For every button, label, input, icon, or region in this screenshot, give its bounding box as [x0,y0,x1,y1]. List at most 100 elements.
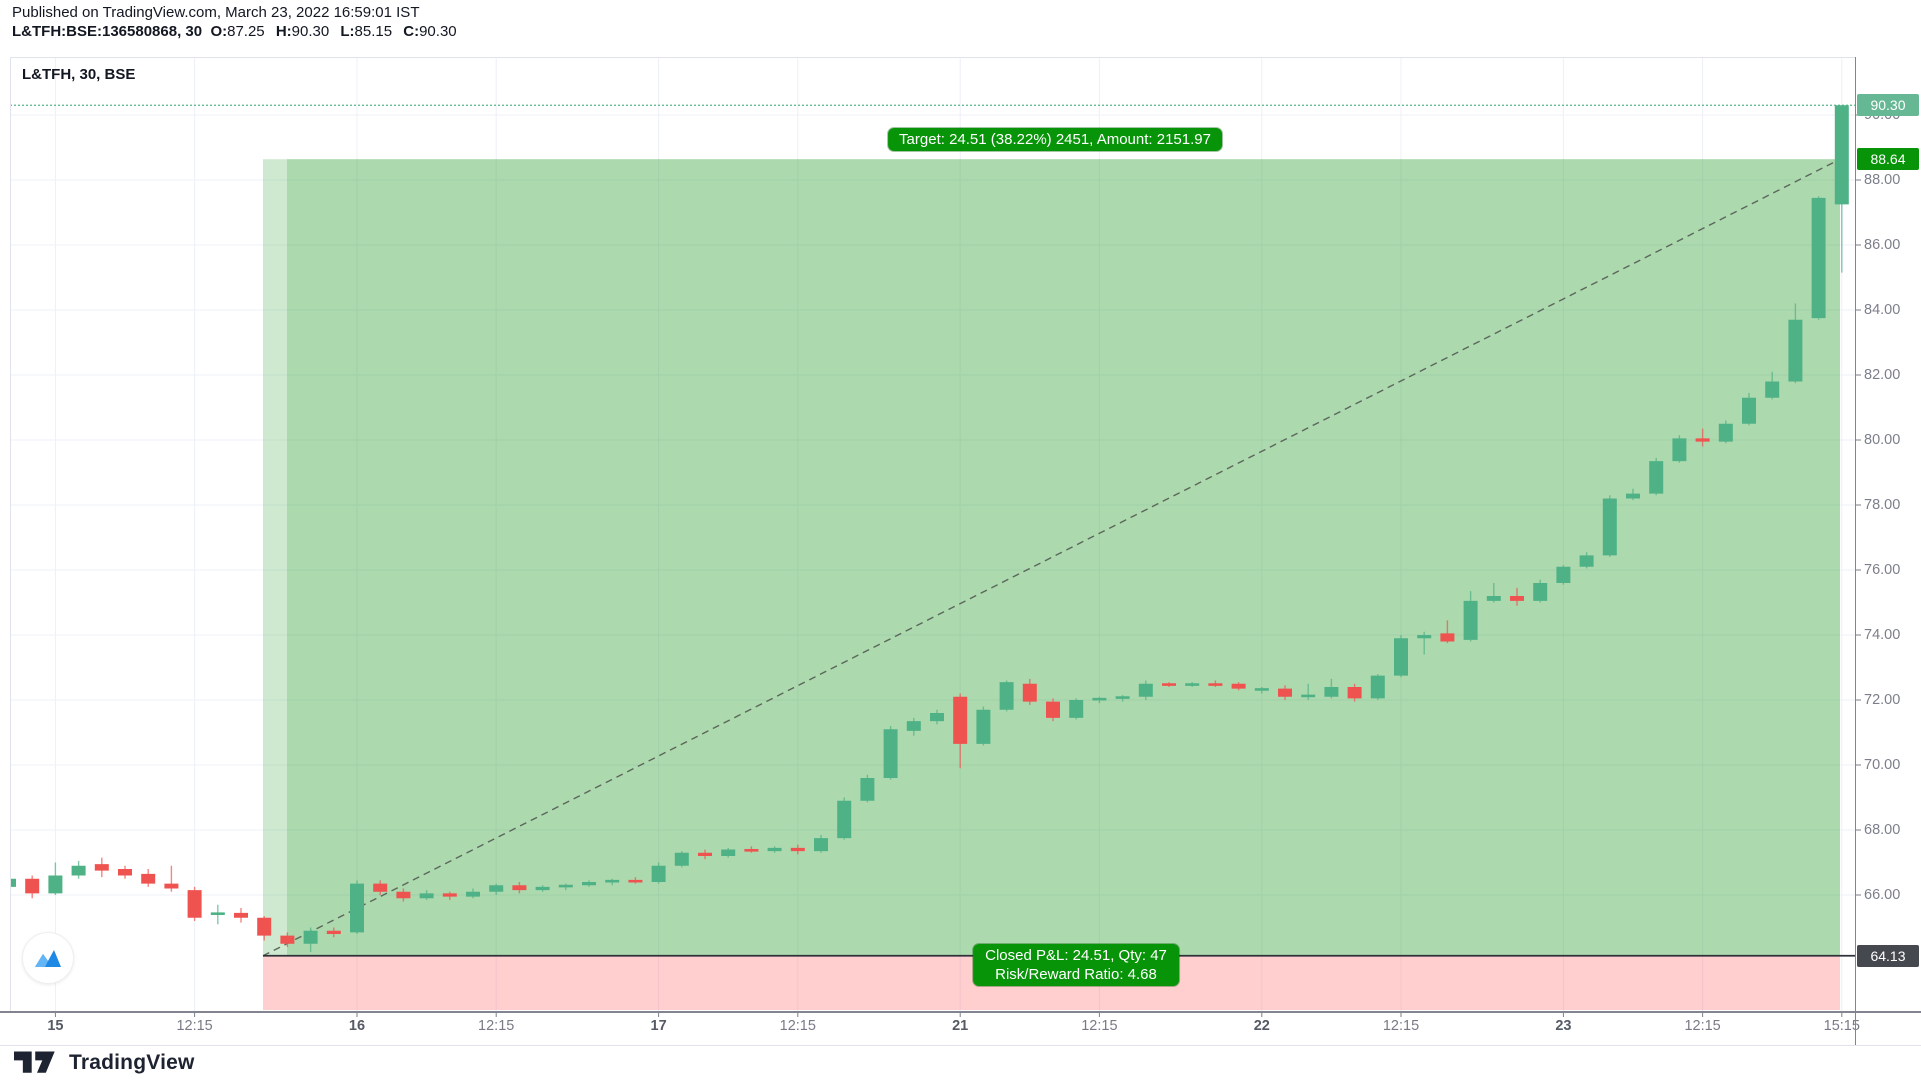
candle [837,797,852,840]
candle [1533,579,1548,603]
candle [582,880,596,887]
time-tick-label: 21 [952,1018,969,1034]
candle [466,888,480,899]
time-tick-label: 23 [1555,1018,1572,1034]
candle [1231,682,1246,691]
candle [860,774,875,803]
candle [419,890,434,900]
target-price-badge: 88.64 [1857,148,1919,170]
candle [1742,392,1756,426]
candle [1440,620,1455,644]
tradingview-logo-icon [14,1051,55,1073]
candle [953,693,968,769]
candle [1649,457,1664,496]
price-tick-label: 84.00 [1864,302,1901,318]
grid-lines [10,57,1855,1012]
candle [1115,695,1130,702]
time-tick-label: 17 [650,1018,667,1034]
risk-reward-line: Risk/Reward Ratio: 4.68 [995,966,1157,983]
time-axis-separator[interactable] [0,1011,1921,1013]
price-axis-separator[interactable] [1855,57,1856,1045]
candle [1626,488,1640,501]
candle [1185,682,1200,687]
candle [1718,420,1733,444]
candle [512,882,527,894]
candle [1370,674,1385,700]
candle [721,847,736,858]
candle [1765,371,1780,400]
candle [1417,631,1432,655]
candle [883,726,898,780]
position-zones[interactable] [263,159,1840,1010]
candle [489,883,504,895]
candle [1788,303,1803,384]
chart-top-border [10,57,1855,58]
symbol-text: L&TFH:BSE:136580868, 30 [12,23,203,40]
candle [1208,680,1223,687]
chart-legend: L&TFH, 30, BSE [22,66,136,83]
time-tick-label: 15 [47,1018,64,1034]
tradingview-watermark [22,932,74,984]
candle [164,865,179,892]
candle [1486,583,1501,603]
target-diagonal-line[interactable] [262,158,1841,957]
candle [1602,495,1617,557]
price-tick-label: 78.00 [1864,497,1901,513]
low-value: 85.15 [354,23,393,40]
close-key: C: [403,23,420,40]
candle [303,927,318,952]
published-line: Published on TradingView.com, March 23, … [12,4,420,21]
price-tick-label: 68.00 [1864,822,1901,838]
time-tick-label: 12:15 [779,1018,816,1034]
candle [1022,678,1037,705]
candle [999,680,1014,712]
candle [1347,683,1362,702]
candle [257,916,272,941]
open-key: O: [210,23,228,40]
price-tick-label: 70.00 [1864,757,1901,773]
candle [1069,698,1084,720]
candle [326,927,341,938]
candle [1811,196,1826,320]
candle [1556,565,1571,585]
closed-pnl-line: Closed P&L: 24.51, Qty: 47 [985,947,1167,964]
candle [930,709,944,725]
candle [814,834,828,853]
candle [234,908,248,923]
tradingview-footer[interactable]: TradingView [14,1051,195,1075]
candle [1579,552,1594,569]
price-tick-label: 74.00 [1864,627,1901,643]
closed-pnl-label[interactable]: Closed P&L: 24.51, Qty: 47 Risk/Reward R… [973,944,1179,986]
high-value: 90.30 [291,23,330,40]
candle [25,875,40,899]
low-key: L: [340,23,355,40]
candle [767,846,782,853]
target-price-label[interactable]: Target: 24.51 (38.22%) 2451, Amount: 215… [888,128,1222,151]
candle [1301,683,1316,700]
candle [1138,680,1153,700]
last-price-badge: 90.30 [1857,94,1919,116]
close-value: 90.30 [419,23,457,40]
price-tick-label: 80.00 [1864,432,1901,448]
time-tick-label: 12:15 [1382,1018,1420,1034]
candle [373,880,388,895]
candle [628,877,643,884]
time-tick-label: 12:15 [478,1018,515,1034]
time-tick-label: 12:15 [176,1018,213,1034]
open-value: 87.25 [227,23,265,40]
candle [1278,685,1292,700]
candle [1254,687,1269,694]
candles-group [10,105,1849,952]
candle [280,932,295,947]
candle [141,869,156,887]
candle [1394,635,1408,678]
candle [1672,435,1687,463]
candle [744,846,759,853]
candle [442,891,457,900]
chart-left-border [10,57,11,1012]
tradingview-brand-text: TradingView [69,1051,195,1074]
chart-image-icon [35,950,61,967]
price-tick-label: 72.00 [1864,692,1901,708]
candle [350,880,364,934]
